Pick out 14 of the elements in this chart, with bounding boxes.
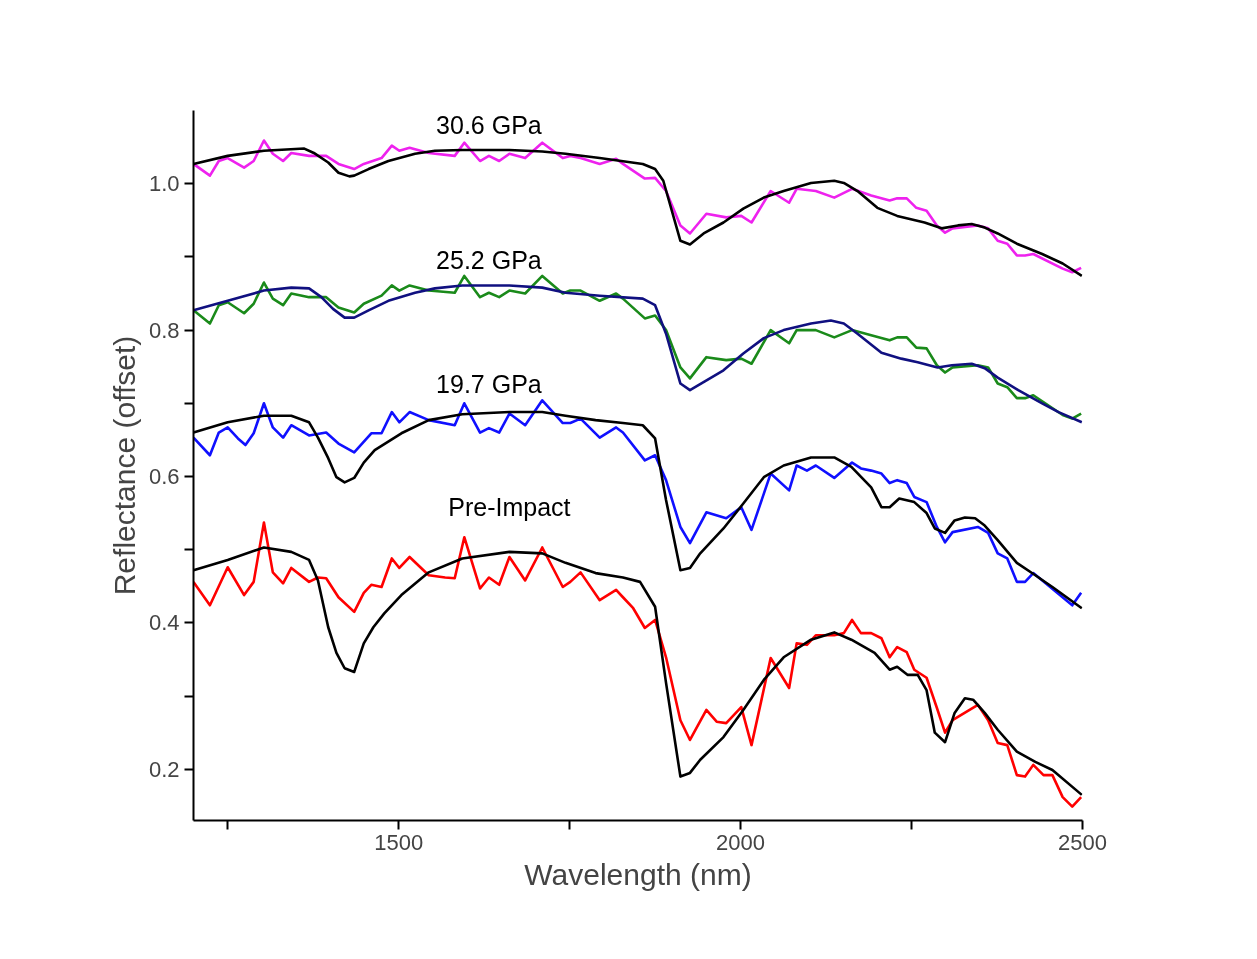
x-tick-label: 2000 (716, 829, 766, 855)
x-tick-label: 2500 (1058, 829, 1107, 855)
y-tick-label: 0.2 (148, 756, 180, 782)
y-tick-label: 0.8 (148, 317, 180, 343)
y-tick-label: 1.0 (148, 171, 180, 197)
series-label: 19.7 GPa (436, 370, 542, 399)
series-label: 25.2 GPa (436, 245, 542, 274)
y-tick-label: 0.4 (148, 610, 180, 636)
x-tick-label: 1500 (374, 829, 424, 855)
series-label: Pre-Impact (448, 492, 571, 521)
y-tick-label: 0.6 (148, 463, 180, 489)
y-axis-title: Reflectance (offset) (107, 335, 141, 596)
series-label: 30.6 GPa (436, 110, 542, 139)
x-axis-title: Wavelength (nm) (524, 857, 752, 891)
